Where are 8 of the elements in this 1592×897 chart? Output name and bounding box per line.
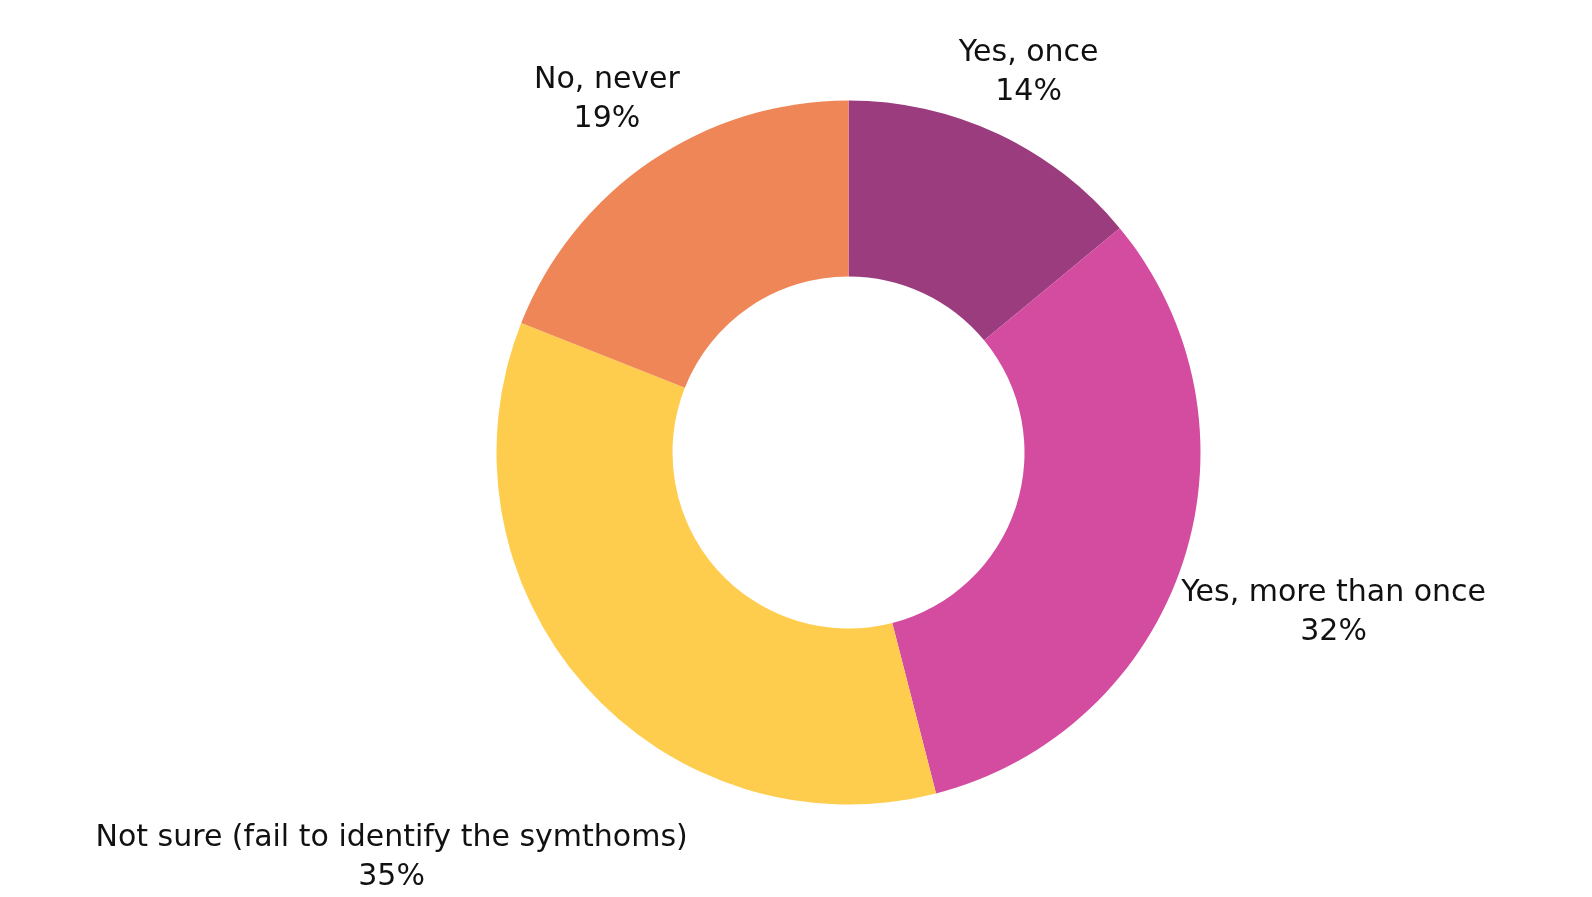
data-label: 14% <box>995 71 1062 107</box>
data-label: 32% <box>1300 612 1367 648</box>
slice-label: Yes, once <box>957 32 1099 68</box>
slice-label: Not sure (fail to identify the symthoms) <box>95 818 688 854</box>
data-label: 19% <box>573 99 641 135</box>
data-label: 35% <box>358 857 425 893</box>
slice-label: Yes, more than once <box>1180 573 1487 609</box>
slice-label: No, never <box>534 60 681 96</box>
